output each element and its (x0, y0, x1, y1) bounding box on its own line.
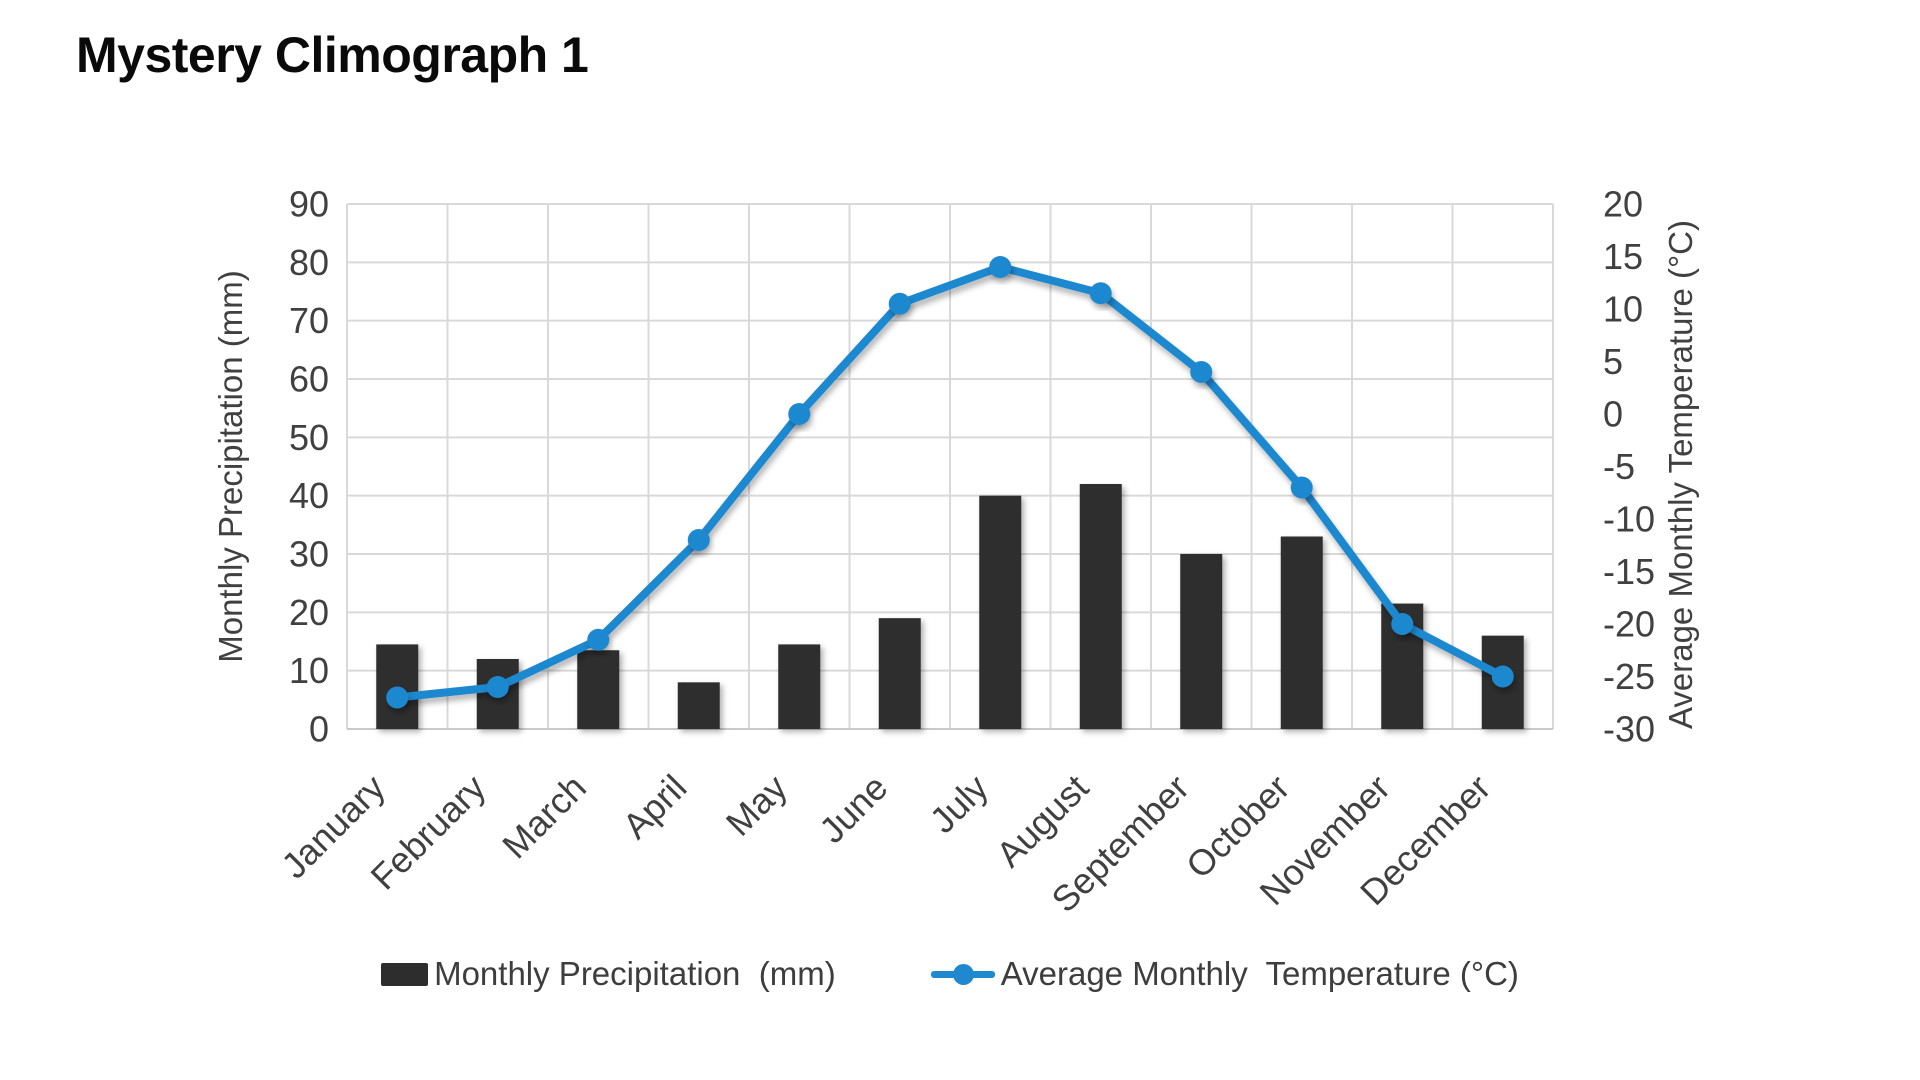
left-axis-tick-90: 90 (289, 184, 329, 225)
right-axis-tick--5: -5 (1603, 446, 1635, 487)
left-axis-tick-10: 10 (289, 650, 329, 691)
right-axis-tick-20: 20 (1603, 184, 1643, 225)
temperature-point-february (486, 676, 509, 698)
right-axis-tick--10: -10 (1603, 499, 1655, 540)
left-axis-tick-70: 70 (289, 300, 329, 341)
temperature-swatch-dot (952, 964, 974, 985)
temperature-point-september (1190, 361, 1213, 383)
temperature-point-august (1089, 282, 1112, 305)
temperature-point-october (1290, 476, 1313, 499)
legend-item-precipitation: Monthly Precipitation (mm) (381, 955, 836, 993)
month-label-june: June (811, 767, 895, 851)
precipitation-bar-september (1180, 554, 1223, 729)
temperature-point-july (989, 256, 1012, 278)
precipitation-bar-swatch-icon (381, 962, 429, 986)
temperature-point-may (788, 403, 811, 425)
right-axis-title: Average Monthly Temperature (°C) (1662, 220, 1699, 729)
temperature-point-january (386, 686, 409, 709)
temperature-line-swatch-icon (930, 963, 995, 985)
temperature-point-december (1491, 665, 1514, 688)
right-axis-tick-10: 10 (1603, 289, 1643, 330)
left-axis-tick-40: 40 (289, 475, 329, 516)
page-title: Mystery Climograph 1 (76, 27, 589, 83)
precipitation-bar-may (778, 644, 821, 729)
precipitation-bar-july (979, 495, 1022, 729)
precipitation-bar-august (1079, 484, 1122, 729)
chart-legend: Monthly Precipitation (mm) Average Month… (300, 955, 1600, 993)
left-axis-tick-20: 20 (289, 592, 329, 633)
legend-item-temperature: Average Monthly Temperature (°C) (930, 955, 1519, 993)
left-axis-tick-50: 50 (289, 417, 329, 458)
left-axis-tick-60: 60 (289, 359, 329, 400)
temperature-point-november (1391, 613, 1414, 635)
right-axis-tick--20: -20 (1603, 604, 1655, 645)
precipitation-bar-april (677, 682, 720, 729)
temperature-legend-label: Average Monthly Temperature (°C) (1000, 955, 1519, 992)
month-label-april: April (614, 767, 694, 847)
right-axis-tick--15: -15 (1603, 551, 1655, 592)
month-label-may: May (718, 767, 795, 844)
temperature-point-march (587, 628, 610, 651)
temperature-point-june (888, 292, 911, 315)
right-axis-tick-15: 15 (1603, 236, 1643, 277)
temperature-line (393, 263, 1507, 702)
right-axis-tick--30: -30 (1603, 709, 1655, 750)
precipitation-bar-march (577, 650, 620, 729)
month-label-march: March (494, 767, 594, 867)
precipitation-bar-june (878, 618, 921, 729)
left-axis-tick-30: 30 (289, 534, 329, 575)
temperature-point-april (687, 529, 710, 551)
month-label-july: July (922, 767, 996, 841)
left-axis-title: Monthly Precipitation (mm) (212, 270, 249, 662)
right-axis-tick--25: -25 (1603, 656, 1655, 697)
right-axis-tick-0: 0 (1603, 394, 1623, 435)
precipitation-bar-october (1280, 536, 1323, 729)
precipitation-legend-label: Monthly Precipitation (mm) (434, 955, 836, 992)
right-axis-tick-5: 5 (1603, 341, 1623, 382)
left-axis-tick-80: 80 (289, 242, 329, 283)
left-axis-tick-0: 0 (309, 709, 329, 750)
